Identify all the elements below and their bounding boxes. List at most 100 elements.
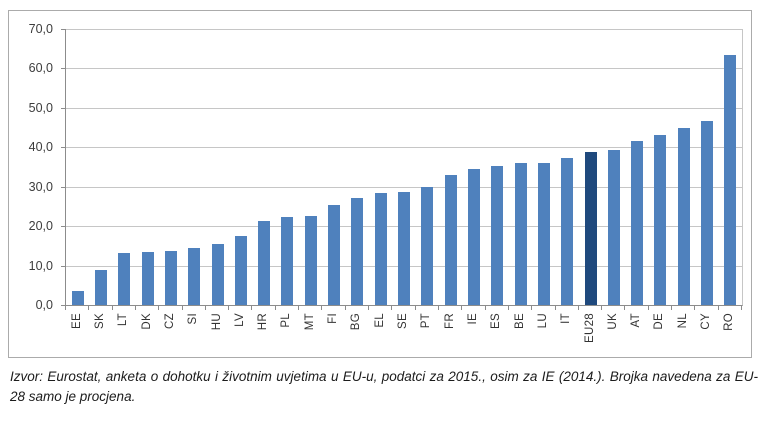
x-label-slot-BG: BG bbox=[345, 313, 368, 363]
bar-slot-DK bbox=[136, 29, 159, 305]
chart-frame: 0,0 10,0 20,0 30,0 40,0 50,0 60,0 70,0 EE SK LT DK… bbox=[8, 10, 752, 358]
bar-LU bbox=[537, 162, 550, 305]
x-label-slot-PL: PL bbox=[275, 313, 298, 363]
y-tick-label: 10,0 bbox=[28, 258, 53, 273]
bar-slot-MT bbox=[299, 29, 322, 305]
x-tick-mark bbox=[741, 306, 742, 310]
bar-CZ bbox=[164, 250, 177, 305]
bar-slot-LT bbox=[113, 29, 136, 305]
bar-slot-EE bbox=[66, 29, 89, 305]
x-tick-label-PL: PL bbox=[280, 313, 293, 328]
bar-SI bbox=[188, 247, 201, 305]
x-axis-ticks bbox=[65, 306, 742, 310]
x-tick-label-HU: HU bbox=[210, 313, 223, 331]
x-label-slot-FR: FR bbox=[438, 313, 461, 363]
bar-FR bbox=[444, 174, 457, 305]
bar-slot-SE bbox=[392, 29, 415, 305]
bar-slot-EL bbox=[369, 29, 392, 305]
bar-SE bbox=[398, 191, 411, 305]
x-label-slot-BE: BE bbox=[508, 313, 531, 363]
bars bbox=[66, 29, 742, 305]
bar-EE bbox=[71, 291, 84, 305]
gridline-60 bbox=[66, 68, 742, 70]
bar-slot-ES bbox=[486, 29, 509, 305]
x-tick-mark bbox=[717, 306, 719, 310]
x-tick-mark bbox=[181, 306, 183, 310]
x-tick-label-PT: PT bbox=[420, 313, 433, 329]
bar-slot-CY bbox=[695, 29, 718, 305]
bar-LT bbox=[118, 252, 131, 305]
x-label-slot-SE: SE bbox=[391, 313, 414, 363]
x-tick-label-NL: NL bbox=[676, 313, 689, 329]
x-label-slot-ES: ES bbox=[485, 313, 508, 363]
x-tick-mark bbox=[344, 306, 346, 310]
x-tick-mark bbox=[298, 306, 300, 310]
bar-IT bbox=[561, 158, 574, 305]
x-tick-label-IT: IT bbox=[560, 313, 573, 324]
x-label-slot-LV: LV bbox=[228, 313, 251, 363]
x-label-slot-DE: DE bbox=[648, 313, 671, 363]
x-tick-label-SI: SI bbox=[187, 313, 200, 325]
bar-slot-FR bbox=[439, 29, 462, 305]
bar-MT bbox=[304, 215, 317, 305]
x-tick-mark bbox=[437, 306, 439, 310]
bar-EL bbox=[374, 192, 387, 305]
bar-BE bbox=[514, 163, 527, 305]
x-tick-label-BG: BG bbox=[350, 313, 363, 331]
x-tick-mark bbox=[65, 306, 66, 310]
y-tick-mark bbox=[61, 107, 65, 109]
x-label-slot-MT: MT bbox=[298, 313, 321, 363]
x-label-slot-FI: FI bbox=[321, 313, 344, 363]
x-label-slot-RO: RO bbox=[718, 313, 741, 363]
source-caption: Izvor: Eurostat, anketa o dohotku i živo… bbox=[10, 369, 758, 404]
gridline-40 bbox=[66, 147, 742, 149]
x-tick-mark bbox=[251, 306, 253, 310]
y-tick-label: 40,0 bbox=[28, 140, 53, 155]
y-tick-label: 60,0 bbox=[28, 61, 53, 76]
bar-slot-UK bbox=[602, 29, 625, 305]
x-tick-label-EU28: EU28 bbox=[583, 313, 596, 343]
x-tick-mark bbox=[368, 306, 370, 310]
x-label-slot-AT: AT bbox=[625, 313, 648, 363]
y-tick-label: 20,0 bbox=[28, 219, 53, 234]
x-tick-mark bbox=[647, 306, 649, 310]
x-tick-label-LU: LU bbox=[536, 313, 549, 329]
x-tick-mark bbox=[507, 306, 509, 310]
x-tick-mark bbox=[391, 306, 393, 310]
gridline-70 bbox=[66, 29, 742, 30]
x-tick-mark bbox=[461, 306, 463, 310]
x-label-slot-IE: IE bbox=[461, 313, 484, 363]
x-tick-label-LV: LV bbox=[233, 313, 246, 327]
x-tick-mark bbox=[88, 306, 90, 310]
bar-BG bbox=[351, 197, 364, 305]
bar-slot-LV bbox=[229, 29, 252, 305]
x-tick-mark bbox=[624, 306, 626, 310]
bar-PT bbox=[421, 186, 434, 305]
x-label-slot-CY: CY bbox=[694, 313, 717, 363]
y-tick-mark bbox=[61, 226, 65, 228]
bar-FI bbox=[328, 205, 341, 305]
bar-slot-AT bbox=[626, 29, 649, 305]
x-tick-label-HR: HR bbox=[257, 313, 270, 331]
bar-slot-LU bbox=[532, 29, 555, 305]
x-tick-label-AT: AT bbox=[630, 313, 643, 328]
x-tick-mark bbox=[321, 306, 323, 310]
x-label-slot-NL: NL bbox=[671, 313, 694, 363]
bar-CY bbox=[701, 121, 714, 305]
bar-RO bbox=[724, 55, 737, 305]
x-label-slot-UK: UK bbox=[601, 313, 624, 363]
x-tick-label-SE: SE bbox=[397, 313, 410, 329]
x-tick-label-UK: UK bbox=[606, 313, 619, 330]
x-label-slot-EU28: EU28 bbox=[578, 313, 601, 363]
bar-slot-BG bbox=[346, 29, 369, 305]
x-label-slot-HR: HR bbox=[252, 313, 275, 363]
x-label-slot-LT: LT bbox=[112, 313, 135, 363]
bar-slot-EU28 bbox=[579, 29, 602, 305]
y-tick-label: 0,0 bbox=[35, 298, 53, 312]
x-label-slot-EL: EL bbox=[368, 313, 391, 363]
bar-slot-SK bbox=[89, 29, 112, 305]
x-tick-label-CY: CY bbox=[700, 313, 713, 330]
bar-LV bbox=[234, 236, 247, 305]
x-tick-label-LT: LT bbox=[117, 313, 130, 327]
x-tick-label-EL: EL bbox=[373, 313, 386, 328]
